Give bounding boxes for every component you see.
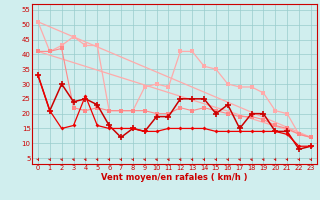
X-axis label: Vent moyen/en rafales ( km/h ): Vent moyen/en rafales ( km/h ) (101, 173, 248, 182)
